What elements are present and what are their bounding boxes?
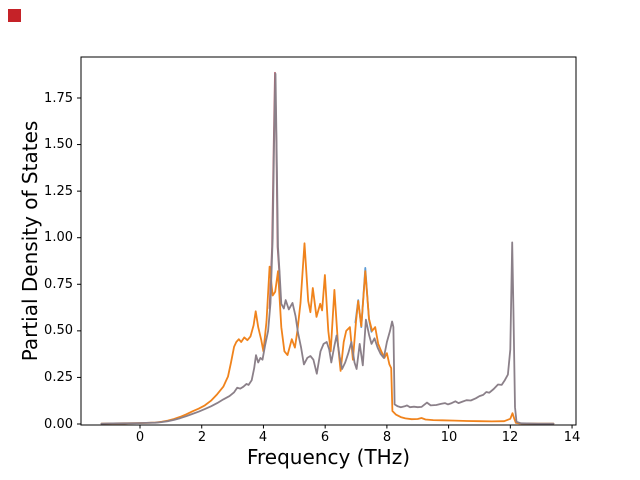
y-tick-label-7: 1.75 [44, 90, 73, 106]
y-tick-label-2: 0.50 [44, 323, 73, 339]
x-tick-label-2: 4 [258, 430, 268, 445]
x-tick-label-1: 2 [197, 430, 207, 445]
x-tick-label-7: 14 [563, 430, 581, 445]
y-tick-label-3: 0.75 [44, 276, 73, 292]
y-tick-label-4: 1.00 [44, 230, 73, 246]
y-tick-label-1: 0.25 [44, 370, 73, 385]
x-axis-label: Frequency (THz) [246, 445, 411, 469]
y-tick-label-0: 0.00 [44, 416, 73, 432]
axes-frame [80, 56, 577, 426]
series-gray-line [100, 72, 555, 425]
series-orange-line [100, 242, 555, 425]
x-tick-label-0: 0 [135, 430, 145, 445]
y-tick-label-5: 1.25 [44, 183, 73, 199]
y-axis-label: Partial Density of States [18, 120, 42, 362]
x-tick-label-6: 12 [501, 430, 519, 445]
red-square-marker [8, 9, 21, 22]
x-tick-label-4: 8 [382, 430, 392, 445]
x-tick-label-3: 6 [320, 430, 330, 445]
y-tick-label-6: 1.50 [44, 137, 73, 153]
x-tick-label-5: 10 [440, 430, 458, 445]
